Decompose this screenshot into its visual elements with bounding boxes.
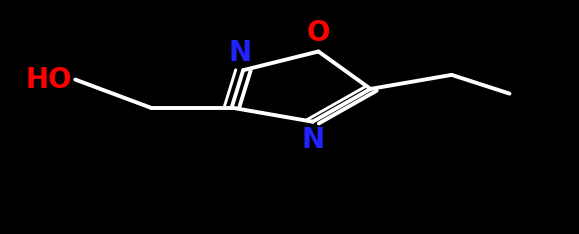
Text: N: N xyxy=(229,39,252,67)
Text: N: N xyxy=(301,126,324,154)
Text: HO: HO xyxy=(25,66,72,94)
Text: O: O xyxy=(307,19,330,47)
